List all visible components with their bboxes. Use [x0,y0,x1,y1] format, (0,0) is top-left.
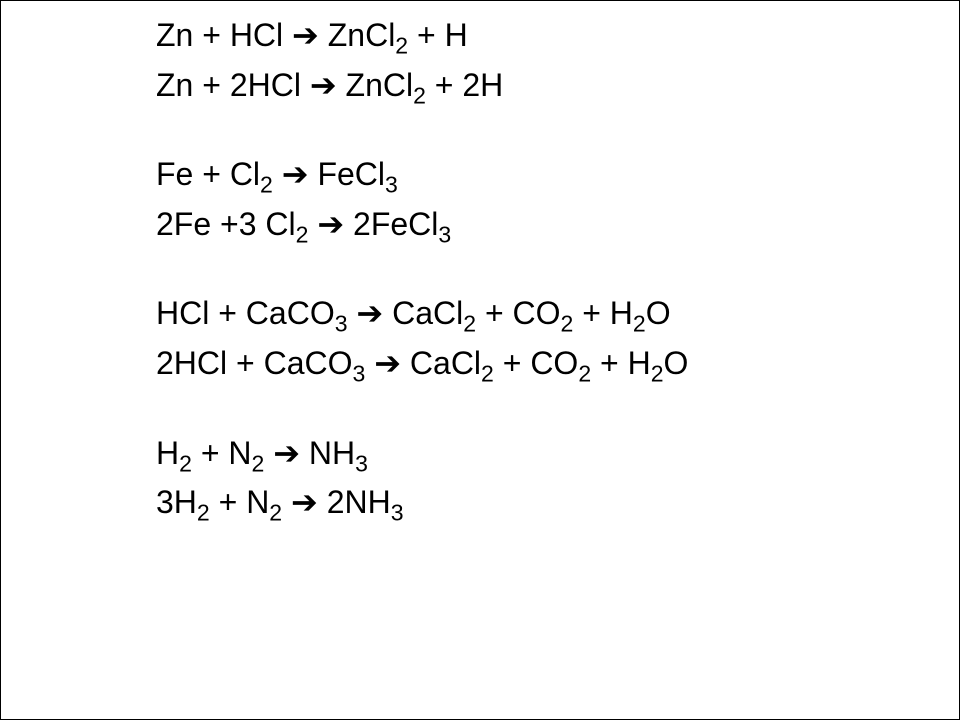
equation-text [282,484,291,520]
equation-text [264,435,273,471]
subscript: 3 [355,450,368,476]
equation-text: HCl + CaCO [156,295,335,331]
equation-text: ZnCl [337,67,413,103]
reaction-arrow-icon: ➔ [273,435,300,471]
subscript: 2 [179,450,192,476]
equation-group: H2 + N2 ➔ NH33H2 + N2 ➔ 2NH3 [156,429,959,528]
reaction-arrow-icon: ➔ [374,345,401,381]
subscript: 2 [395,32,408,58]
subscript: 2 [561,311,574,337]
subscript: 3 [438,221,451,247]
equation-text: 2FeCl [344,206,438,242]
equation-text: 2Fe +3 Cl [156,206,296,242]
equation-line: Fe + Cl2 ➔ FeCl3 [156,150,959,200]
equation-line: HCl + CaCO3 ➔ CaCl2 + CO2 + H2O [156,289,959,339]
equation-group: Zn + HCl ➔ ZnCl2 + HZn + 2HCl ➔ ZnCl2 + … [156,11,959,110]
equation-text: + CO [476,295,560,331]
subscript: 2 [481,360,494,386]
equation-text: + CO [494,345,578,381]
equation-text: 3H [156,484,197,520]
equation-line: Zn + 2HCl ➔ ZnCl2 + 2H [156,61,959,111]
subscript: 3 [353,360,366,386]
reaction-arrow-icon: ➔ [291,484,318,520]
reaction-arrow-icon: ➔ [292,17,319,53]
subscript: 2 [651,360,664,386]
reaction-arrow-icon: ➔ [317,206,344,242]
equation-text: 2HCl + CaCO [156,345,353,381]
equation-group: HCl + CaCO3 ➔ CaCl2 + CO2 + H2O2HCl + Ca… [156,289,959,388]
equation-text: + 2H [426,67,503,103]
equation-line: 2Fe +3 Cl2 ➔ 2FeCl3 [156,200,959,250]
equation-line: 3H2 + N2 ➔ 2NH3 [156,478,959,528]
equation-text: Fe + Cl [156,156,260,192]
subscript: 2 [197,500,210,526]
equation-text: O [646,295,671,331]
equation-text: CaCl [401,345,481,381]
equation-text [365,345,374,381]
equation-text: Zn + HCl [156,17,292,53]
reaction-arrow-icon: ➔ [356,295,383,331]
equation-text: + H [573,295,633,331]
equation-text: ZnCl [319,17,395,53]
subscript: 2 [269,500,282,526]
equation-text: FeCl [309,156,385,192]
subscript: 2 [578,360,591,386]
equation-line: Zn + HCl ➔ ZnCl2 + H [156,11,959,61]
equation-text: CaCl [383,295,463,331]
equation-text: Zn + 2HCl [156,67,310,103]
subscript: 3 [391,500,404,526]
subscript: 2 [413,82,426,108]
equation-text: + N [192,435,252,471]
subscript: 2 [633,311,646,337]
subscript: 2 [260,172,273,198]
equation-text: NH [300,435,355,471]
equation-text: + N [210,484,270,520]
subscript: 2 [296,221,309,247]
subscript: 2 [252,450,265,476]
equation-text: 2NH [318,484,391,520]
equation-line: H2 + N2 ➔ NH3 [156,429,959,479]
reaction-arrow-icon: ➔ [282,156,309,192]
subscript: 2 [463,311,476,337]
equation-text: O [664,345,689,381]
subscript: 3 [335,311,348,337]
equation-text: H [156,435,179,471]
subscript: 3 [385,172,398,198]
equation-line: 2HCl + CaCO3 ➔ CaCl2 + CO2 + H2O [156,339,959,389]
equation-text: + H [591,345,651,381]
equation-group: Fe + Cl2 ➔ FeCl32Fe +3 Cl2 ➔ 2FeCl3 [156,150,959,249]
equations-content: Zn + HCl ➔ ZnCl2 + HZn + 2HCl ➔ ZnCl2 + … [1,1,959,528]
reaction-arrow-icon: ➔ [310,67,337,103]
equation-text: + H [408,17,468,53]
equation-text [308,206,317,242]
equation-text [273,156,282,192]
